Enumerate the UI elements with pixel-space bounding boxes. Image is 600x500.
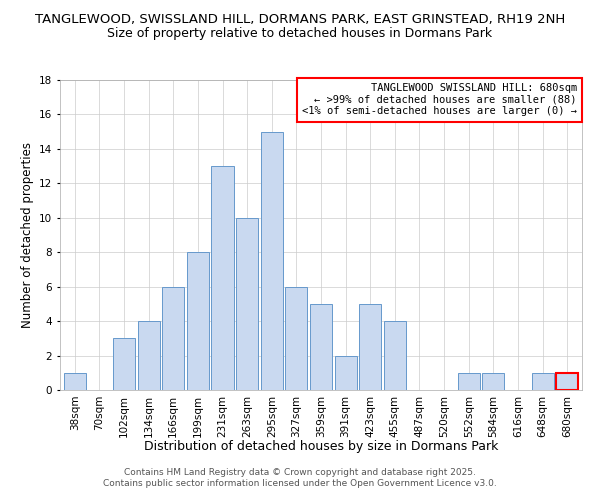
- Bar: [359, 304, 382, 390]
- Text: TANGLEWOOD, SWISSLAND HILL, DORMANS PARK, EAST GRINSTEAD, RH19 2NH: TANGLEWOOD, SWISSLAND HILL, DORMANS PARK…: [35, 12, 565, 26]
- Bar: [556, 373, 578, 390]
- Bar: [335, 356, 357, 390]
- Bar: [187, 252, 209, 390]
- Bar: [384, 321, 406, 390]
- Bar: [458, 373, 480, 390]
- Bar: [162, 286, 184, 390]
- Text: TANGLEWOOD SWISSLAND HILL: 680sqm
← >99% of detached houses are smaller (88)
<1%: TANGLEWOOD SWISSLAND HILL: 680sqm ← >99%…: [302, 83, 577, 116]
- Bar: [260, 132, 283, 390]
- Text: Size of property relative to detached houses in Dormans Park: Size of property relative to detached ho…: [107, 28, 493, 40]
- Y-axis label: Number of detached properties: Number of detached properties: [20, 142, 34, 328]
- Bar: [532, 373, 554, 390]
- Bar: [236, 218, 258, 390]
- Bar: [113, 338, 135, 390]
- Bar: [482, 373, 505, 390]
- Bar: [556, 373, 578, 390]
- Bar: [285, 286, 307, 390]
- Bar: [211, 166, 233, 390]
- Bar: [64, 373, 86, 390]
- Text: Contains HM Land Registry data © Crown copyright and database right 2025.
Contai: Contains HM Land Registry data © Crown c…: [103, 468, 497, 487]
- X-axis label: Distribution of detached houses by size in Dormans Park: Distribution of detached houses by size …: [144, 440, 498, 453]
- Bar: [137, 321, 160, 390]
- Bar: [310, 304, 332, 390]
